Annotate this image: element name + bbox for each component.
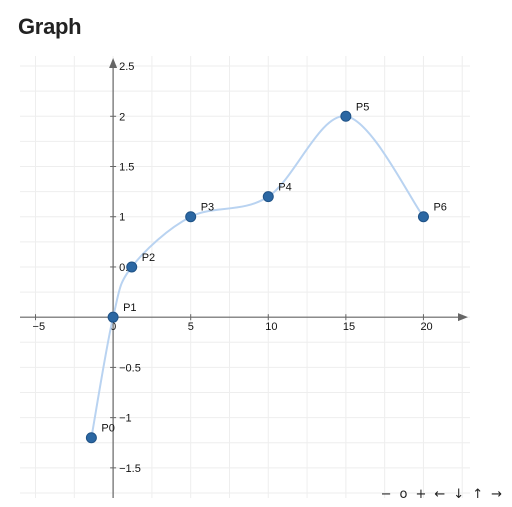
point-label-p5: P5	[356, 101, 369, 113]
point-label-p4: P4	[278, 182, 291, 194]
zoom-reset-button[interactable]: o	[399, 487, 408, 502]
x-tick-label: 5	[188, 321, 194, 333]
pan-down-button[interactable]: ↓	[453, 487, 465, 502]
control-point-p2[interactable]	[126, 261, 138, 273]
y-tick-label: −1.5	[119, 463, 141, 475]
y-axis-arrow	[109, 58, 118, 68]
zoom-out-button[interactable]: −	[380, 487, 392, 502]
pan-left-button[interactable]: ←	[434, 487, 446, 502]
control-point-p4[interactable]	[262, 191, 274, 203]
pan-right-button[interactable]: →	[491, 487, 502, 502]
x-tick-label: 20	[420, 321, 432, 333]
x-axis-arrow	[458, 313, 468, 322]
control-point-p6[interactable]	[417, 211, 429, 223]
point-label-p1: P1	[123, 302, 136, 314]
y-tick-label: −1	[119, 413, 132, 425]
x-tick-label: 15	[343, 321, 355, 333]
point-label-p6: P6	[433, 202, 446, 214]
x-tick-label: −5	[33, 321, 46, 333]
zoom-in-button[interactable]: +	[415, 487, 427, 502]
y-tick-label: 1.5	[119, 162, 134, 174]
plot-canvas[interactable]: −505101520−1.5−1−0.50.511.522.5P0P1P2P3P…	[20, 56, 470, 498]
spline-curve	[90, 115, 425, 438]
pan-up-button[interactable]: ↑	[472, 487, 484, 502]
y-tick-label: 2	[119, 111, 125, 123]
control-point-p3[interactable]	[185, 211, 197, 223]
control-point-p1[interactable]	[107, 311, 119, 323]
navigation-bar: − o + ← ↓ ↑ →	[379, 487, 504, 503]
point-label-p0: P0	[101, 423, 114, 435]
point-label-p2: P2	[142, 252, 155, 264]
y-tick-label: −0.5	[119, 362, 141, 374]
y-tick-label: 1	[119, 212, 125, 224]
y-tick-label: 2.5	[119, 61, 134, 73]
control-point-p0[interactable]	[85, 432, 97, 444]
page-title: Graph	[18, 14, 82, 39]
graph-board[interactable]: −505101520−1.5−1−0.50.511.522.5P0P1P2P3P…	[20, 56, 470, 498]
point-label-p3: P3	[201, 202, 214, 214]
control-point-p5[interactable]	[340, 110, 352, 122]
x-tick-label: 10	[265, 321, 277, 333]
x-tick-label: 0	[110, 321, 116, 333]
